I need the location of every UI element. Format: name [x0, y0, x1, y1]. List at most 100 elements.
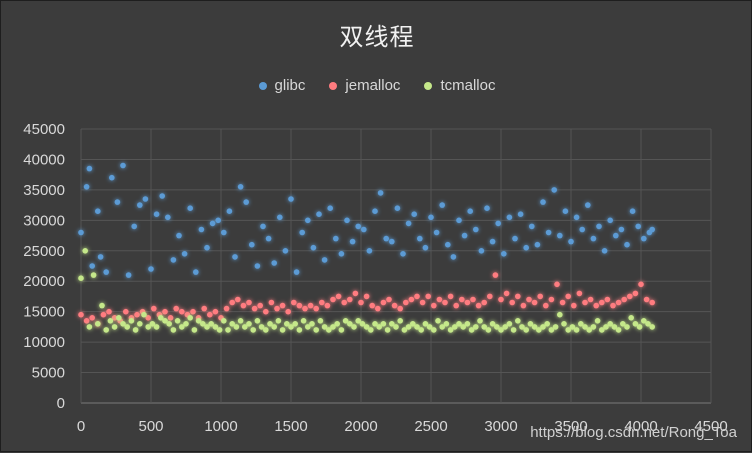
point-tcmalloc	[510, 327, 517, 333]
point-tcmalloc	[90, 272, 97, 278]
point-glibc	[512, 235, 518, 242]
point-glibc	[629, 208, 636, 214]
point-jemalloc	[173, 305, 179, 312]
point-jemalloc	[576, 290, 583, 297]
point-tcmalloc	[225, 327, 231, 333]
point-tcmalloc	[200, 321, 206, 327]
point-tcmalloc	[590, 324, 597, 330]
legend-marker-jemalloc	[329, 81, 338, 90]
point-tcmalloc	[515, 318, 521, 324]
point-jemalloc	[414, 293, 420, 300]
point-glibc	[506, 214, 513, 221]
point-jemalloc	[554, 281, 560, 288]
x-tick-label: 4500	[694, 418, 727, 435]
point-glibc	[226, 208, 233, 214]
point-tcmalloc	[368, 327, 374, 333]
point-tcmalloc	[334, 321, 341, 327]
point-glibc	[125, 272, 132, 278]
point-tcmalloc	[338, 327, 345, 333]
point-glibc	[568, 238, 574, 245]
point-glibc	[114, 199, 121, 205]
point-jemalloc	[89, 315, 95, 321]
point-tcmalloc	[573, 327, 580, 333]
legend-label-tcmalloc: tcmalloc	[440, 77, 496, 94]
point-jemalloc	[179, 308, 185, 315]
point-tcmalloc	[380, 321, 387, 327]
point-jemalloc	[386, 296, 392, 303]
point-tcmalloc	[347, 321, 353, 327]
point-tcmalloc	[296, 327, 303, 333]
point-glibc	[131, 223, 137, 230]
point-jemalloc	[291, 299, 297, 306]
point-tcmalloc	[452, 324, 458, 330]
point-jemalloc	[615, 299, 622, 306]
point-tcmalloc	[586, 327, 592, 333]
point-jemalloc	[537, 293, 543, 300]
x-tick-label: 4000	[624, 418, 657, 435]
y-tick-label: 0	[57, 395, 65, 412]
point-tcmalloc	[410, 321, 416, 327]
point-tcmalloc	[279, 327, 286, 333]
point-jemalloc	[548, 296, 555, 303]
point-glibc	[383, 235, 390, 242]
point-jemalloc	[604, 296, 611, 303]
x-axis-ticks: 0 500 1000 1500 2000 2500 3000 3500 4000 4500	[77, 418, 728, 435]
point-jemalloc	[481, 299, 488, 306]
point-jemalloc	[307, 302, 314, 309]
point-tcmalloc	[132, 327, 139, 333]
point-glibc	[299, 229, 306, 236]
x-tick-label: 500	[138, 418, 163, 435]
point-glibc	[159, 193, 165, 199]
point-glibc	[389, 238, 395, 245]
point-tcmalloc	[174, 318, 181, 324]
legend-label-jemalloc: jemalloc	[345, 77, 401, 94]
y-tick-label: 45000	[23, 121, 65, 138]
point-tcmalloc	[263, 327, 269, 333]
point-glibc	[478, 248, 485, 254]
point-tcmalloc	[519, 324, 525, 330]
point-glibc	[557, 232, 563, 239]
point-tcmalloc	[300, 318, 307, 324]
point-tcmalloc	[418, 327, 425, 333]
point-jemalloc	[285, 308, 292, 315]
point-glibc	[428, 214, 434, 221]
point-jemalloc	[509, 299, 515, 306]
point-glibc	[495, 220, 502, 227]
point-jemalloc	[571, 302, 577, 309]
x-tick-label: 3000	[484, 418, 517, 435]
y-tick-label: 30000	[23, 212, 65, 229]
point-jemalloc	[391, 302, 398, 309]
point-tcmalloc	[384, 327, 391, 333]
point-tcmalloc	[397, 318, 404, 324]
point-glibc	[338, 251, 345, 257]
point-glibc	[137, 202, 143, 208]
point-jemalloc	[246, 299, 252, 306]
x-tick-label: 1500	[274, 418, 307, 435]
point-glibc	[120, 162, 126, 169]
legend-item-glibc: glibc	[258, 77, 305, 94]
point-glibc	[489, 238, 496, 245]
x-tick-label: 0	[77, 418, 85, 435]
point-jemalloc	[403, 299, 409, 306]
point-tcmalloc	[431, 327, 437, 333]
point-tcmalloc	[636, 324, 643, 330]
x-tick-label: 2000	[344, 418, 377, 435]
point-jemalloc	[162, 308, 168, 315]
point-jemalloc	[503, 290, 510, 297]
point-tcmalloc	[422, 321, 429, 327]
point-jemalloc	[134, 311, 140, 318]
point-jemalloc	[565, 293, 571, 300]
point-jemalloc	[587, 296, 594, 303]
point-tcmalloc	[603, 324, 609, 330]
point-jemalloc	[610, 302, 616, 309]
point-glibc	[97, 254, 104, 260]
point-glibc	[473, 226, 479, 233]
point-glibc	[394, 205, 401, 211]
point-tcmalloc	[557, 311, 563, 318]
point-jemalloc	[638, 281, 644, 288]
point-jemalloc	[436, 296, 443, 303]
point-tcmalloc	[82, 248, 88, 254]
point-jemalloc	[279, 302, 286, 309]
point-tcmalloc	[309, 321, 315, 327]
